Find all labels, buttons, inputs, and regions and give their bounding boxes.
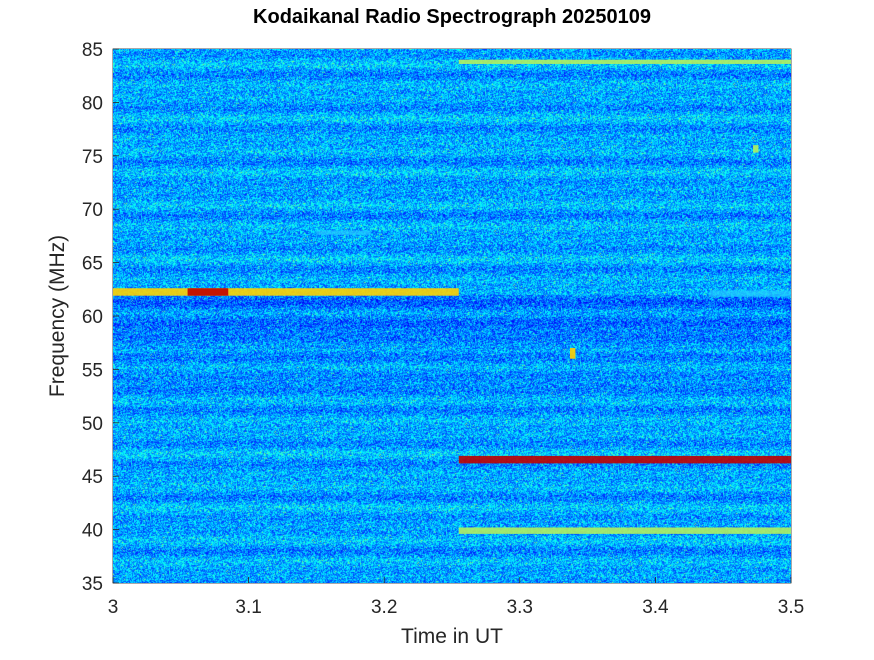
- y-tick-label: 60: [82, 307, 103, 328]
- y-axis-ticks: 35 40 45 50 55 60 65 70 75 80 85: [82, 40, 119, 595]
- x-tick-label: 3.4: [642, 597, 669, 618]
- x-tick-label: 3: [108, 597, 119, 618]
- y-tick-label: 75: [82, 147, 103, 168]
- emission-feature-8: [316, 230, 371, 235]
- x-tick-label: 3.2: [371, 597, 397, 618]
- y-tick-label: 35: [82, 574, 103, 595]
- y-tick-label: 45: [82, 467, 103, 488]
- emission-feature-5: [709, 290, 791, 297]
- emission-feature-1: [187, 288, 229, 296]
- emission-features: [113, 59, 791, 534]
- x-tick-label: 3.5: [778, 597, 804, 618]
- y-axis-label: Frequency (MHz): [46, 235, 69, 397]
- y-tick-label: 70: [82, 200, 103, 221]
- emission-feature-2: [458, 455, 791, 464]
- chart-title: Kodaikanal Radio Spectrograph 20250109: [253, 6, 651, 28]
- emission-feature-0: [113, 288, 459, 296]
- emission-feature-6: [569, 348, 576, 359]
- y-tick-label: 85: [82, 40, 103, 61]
- y-tick-label: 80: [82, 93, 103, 114]
- x-axis-ticks: 3 3.1 3.2 3.3 3.4 3.5: [108, 577, 804, 618]
- y-tick-label: 55: [82, 360, 103, 381]
- x-axis-label: Time in UT: [401, 625, 503, 648]
- y-tick-label: 40: [82, 521, 103, 542]
- y-tick-label: 65: [82, 254, 103, 275]
- x-tick-label: 3.3: [507, 597, 533, 618]
- emission-feature-4: [458, 527, 791, 534]
- emission-feature-3: [458, 59, 791, 64]
- y-tick-label: 50: [82, 414, 103, 435]
- spectrogram-heatmap: [113, 49, 791, 583]
- emission-feature-7: [753, 145, 759, 153]
- x-tick-label: 3.1: [235, 597, 261, 618]
